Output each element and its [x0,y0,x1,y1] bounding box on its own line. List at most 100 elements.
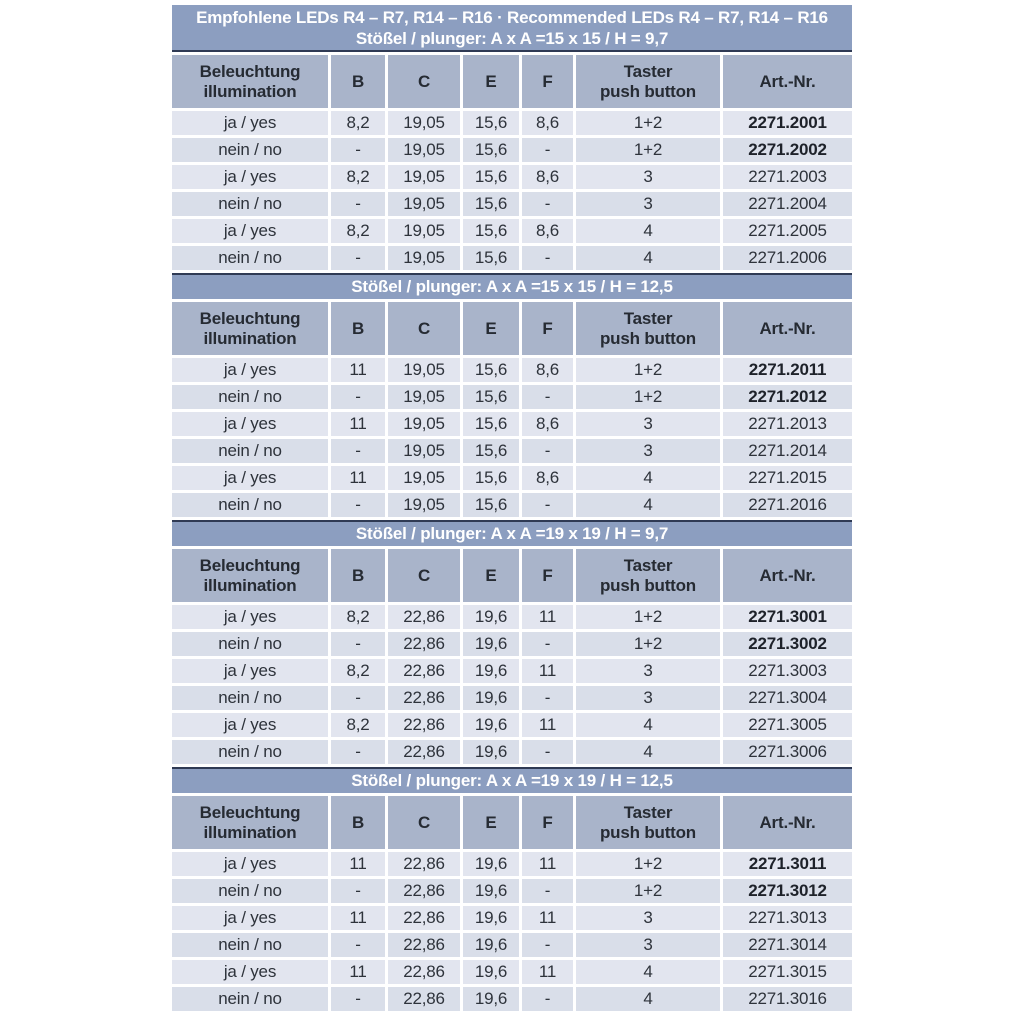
illumination-cell: nein / no [172,138,328,162]
column-header-b-line: B [351,318,365,338]
dim-b-cell: - [331,138,385,162]
table-title-bar: Empfohlene LEDs R4 – R7, R14 – R16 · Rec… [172,5,852,50]
column-header-push-button: Taster push button [576,796,720,849]
art-nr-cell: 2271.3016 [723,987,852,1011]
illumination-cell: ja / yes [172,466,328,490]
section-rows: ja / yes 11 19,05 15,6 8,6 1+2 2271.2011 nein /… [172,358,852,517]
push-button-cell: 4 [576,987,720,1011]
dim-c-cell: 19,05 [388,165,460,189]
dim-c-cell: 22,86 [388,933,460,957]
dim-c-cell: 19,05 [388,439,460,463]
push-button-cell: 1+2 [576,385,720,409]
column-header-illumination-line: Beleuchtung [199,61,301,81]
dim-f-cell: - [522,987,573,1011]
illumination-cell: ja / yes [172,659,328,683]
dim-b-cell: - [331,192,385,216]
push-button-cell: 3 [576,192,720,216]
table-title: Empfohlene LEDs R4 – R7, R14 – R16 · Rec… [196,7,828,27]
illumination-cell: nein / no [172,987,328,1011]
dim-e-cell: 15,6 [463,358,519,382]
dim-b-cell: - [331,439,385,463]
section-title-bar: Stößel / plunger: A x A =19 x 19 / H = 1… [172,769,852,793]
push-button-cell: 3 [576,165,720,189]
art-nr-cell: 2271.2003 [723,165,852,189]
art-nr-cell: 2271.2001 [723,111,852,135]
dim-b-cell: 11 [331,960,385,984]
push-button-cell: 4 [576,246,720,270]
dim-e-cell: 19,6 [463,605,519,629]
column-header-art-nr-line: Art.-Nr. [759,565,816,585]
section-1-plunger-subtitle: Stößel / plunger: A x A =15 x 15 / H = 9… [355,28,669,48]
dim-c-cell: 19,05 [388,358,460,382]
section-title-bar: Stößel / plunger: A x A =19 x 19 / H = 9… [172,522,852,546]
push-button-cell: 3 [576,933,720,957]
column-header-push-button-line: Taster [623,802,673,822]
dim-b-cell: 11 [331,906,385,930]
art-nr-cell: 2271.3001 [723,605,852,629]
dim-b-cell: - [331,740,385,764]
column-header-c-line: C [417,812,431,832]
column-header-illumination-line: illumination [203,822,297,842]
section-divider [172,50,852,52]
section-rows: ja / yes 11 22,86 19,6 11 1+2 2271.3011 nein / … [172,852,852,1011]
art-nr-cell: 2271.2011 [723,358,852,382]
art-nr-cell: 2271.3006 [723,740,852,764]
art-nr-cell: 2271.3015 [723,960,852,984]
illumination-cell: nein / no [172,439,328,463]
dim-f-cell: 8,6 [522,111,573,135]
dim-f-cell: - [522,632,573,656]
column-header-c-line: C [417,318,431,338]
art-nr-cell: 2271.3005 [723,713,852,737]
dim-e-cell: 19,6 [463,879,519,903]
section-divider [172,520,852,522]
column-header-b-line: B [351,71,365,91]
illumination-cell: ja / yes [172,906,328,930]
push-button-cell: 4 [576,740,720,764]
push-button-cell: 4 [576,713,720,737]
column-header-art-nr: Art.-Nr. [723,55,852,108]
column-header-e: E [463,796,519,849]
push-button-cell: 4 [576,493,720,517]
dim-c-cell: 22,86 [388,906,460,930]
column-header-f: F [522,302,573,355]
dim-b-cell: 11 [331,358,385,382]
dim-f-cell: - [522,933,573,957]
dim-e-cell: 15,6 [463,412,519,436]
column-header-e-line: E [485,71,497,91]
dim-e-cell: 19,6 [463,740,519,764]
illumination-cell: nein / no [172,933,328,957]
illumination-cell: ja / yes [172,219,328,243]
illumination-cell: nein / no [172,686,328,710]
art-nr-cell: 2271.2015 [723,466,852,490]
dim-c-cell: 19,05 [388,246,460,270]
dim-f-cell: - [522,192,573,216]
illumination-cell: ja / yes [172,111,328,135]
column-header-e-line: E [485,812,497,832]
illumination-cell: nein / no [172,385,328,409]
push-button-cell: 1+2 [576,111,720,135]
dim-c-cell: 19,05 [388,493,460,517]
dim-b-cell: - [331,246,385,270]
illumination-cell: ja / yes [172,412,328,436]
column-header-f-line: F [542,812,553,832]
column-header-illumination: Beleuchtung illumination [172,549,328,602]
dim-f-cell: 8,6 [522,165,573,189]
dim-c-cell: 22,86 [388,632,460,656]
section-rows: ja / yes 8,2 22,86 19,6 11 1+2 2271.3001 nein /… [172,605,852,764]
dim-e-cell: 15,6 [463,219,519,243]
dim-b-cell: 8,2 [331,659,385,683]
dim-c-cell: 22,86 [388,740,460,764]
art-nr-cell: 2271.2012 [723,385,852,409]
dim-b-cell: 11 [331,852,385,876]
column-header-illumination-line: illumination [203,575,297,595]
art-nr-cell: 2271.3002 [723,632,852,656]
illumination-cell: ja / yes [172,852,328,876]
push-button-cell: 3 [576,659,720,683]
push-button-cell: 3 [576,906,720,930]
dim-b-cell: - [331,632,385,656]
column-header-b: B [331,549,385,602]
dim-b-cell: - [331,686,385,710]
dim-f-cell: - [522,246,573,270]
dim-f-cell: 8,6 [522,219,573,243]
